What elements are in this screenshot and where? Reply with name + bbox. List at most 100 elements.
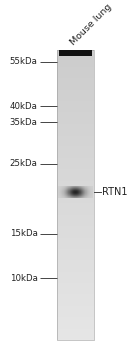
Bar xyxy=(57,161,94,162)
Bar xyxy=(57,157,94,158)
Bar xyxy=(57,94,94,95)
Bar xyxy=(57,275,94,276)
Bar xyxy=(57,173,94,174)
Bar xyxy=(57,219,94,220)
Bar xyxy=(57,189,94,190)
Bar xyxy=(57,114,94,115)
Bar xyxy=(57,57,94,58)
Bar xyxy=(57,257,94,258)
Bar xyxy=(57,254,94,256)
Bar xyxy=(57,295,94,296)
Bar xyxy=(57,327,94,328)
Bar xyxy=(57,289,94,290)
Bar xyxy=(57,234,94,235)
Bar xyxy=(57,307,94,308)
Bar xyxy=(57,177,94,178)
Bar xyxy=(57,264,94,265)
Bar xyxy=(57,211,94,212)
Bar xyxy=(57,105,94,106)
Bar xyxy=(57,315,94,316)
Bar xyxy=(57,149,94,150)
Bar xyxy=(57,62,94,63)
Bar xyxy=(57,272,94,273)
Bar xyxy=(57,66,94,67)
Bar xyxy=(57,134,94,135)
Bar xyxy=(57,163,94,164)
Bar xyxy=(57,248,94,250)
Bar xyxy=(57,230,94,231)
Bar xyxy=(57,122,94,123)
Bar xyxy=(57,284,94,285)
Bar xyxy=(57,237,94,238)
Bar xyxy=(57,108,94,110)
Bar xyxy=(57,305,94,306)
Bar xyxy=(57,111,94,112)
Bar xyxy=(57,199,94,200)
Bar xyxy=(57,148,94,149)
Bar xyxy=(57,208,94,209)
Bar xyxy=(57,176,94,177)
Bar xyxy=(57,169,94,170)
Bar xyxy=(57,131,94,132)
Bar xyxy=(57,180,94,181)
Bar xyxy=(57,162,94,163)
Bar xyxy=(57,130,94,131)
Bar xyxy=(57,310,94,312)
Bar xyxy=(57,186,94,187)
Bar xyxy=(57,317,94,318)
Bar xyxy=(57,76,94,77)
Bar xyxy=(57,320,94,321)
Bar xyxy=(57,262,94,263)
Bar xyxy=(57,267,94,268)
Bar xyxy=(57,72,94,73)
Bar xyxy=(57,334,94,335)
Bar xyxy=(57,106,94,107)
Bar xyxy=(57,225,94,226)
Bar xyxy=(57,164,94,166)
Bar xyxy=(57,93,94,94)
Bar xyxy=(57,294,94,295)
Bar xyxy=(57,340,94,341)
Bar xyxy=(57,322,94,323)
Bar xyxy=(57,197,94,198)
Bar xyxy=(57,119,94,120)
Bar xyxy=(57,59,94,60)
Bar xyxy=(57,265,94,266)
Bar xyxy=(57,75,94,76)
Bar xyxy=(57,291,94,292)
Bar xyxy=(57,299,94,300)
Bar xyxy=(57,120,94,121)
Text: RTN1: RTN1 xyxy=(102,187,128,197)
Bar xyxy=(57,300,94,301)
Bar xyxy=(57,201,94,202)
Bar xyxy=(57,309,94,310)
Bar xyxy=(57,298,94,299)
Bar xyxy=(57,63,94,64)
Bar xyxy=(57,167,94,168)
Bar xyxy=(57,319,94,320)
Bar xyxy=(57,281,94,282)
Bar xyxy=(57,330,94,331)
Bar xyxy=(57,185,94,186)
Bar xyxy=(57,102,94,103)
Bar xyxy=(57,193,94,194)
Bar xyxy=(57,206,94,207)
Bar xyxy=(57,285,94,286)
Bar xyxy=(57,232,94,233)
Bar xyxy=(57,99,94,100)
Bar xyxy=(57,141,94,142)
Bar xyxy=(57,58,94,59)
Bar xyxy=(57,126,94,127)
Text: 40kDa: 40kDa xyxy=(10,102,38,111)
Bar xyxy=(57,182,94,183)
Text: 10kDa: 10kDa xyxy=(10,274,38,283)
Bar xyxy=(57,233,94,234)
Bar xyxy=(57,158,94,159)
Bar xyxy=(57,260,94,261)
Bar xyxy=(57,229,94,230)
Bar xyxy=(57,274,94,275)
Bar xyxy=(57,196,94,197)
Bar xyxy=(57,135,94,137)
Bar xyxy=(57,146,94,147)
Bar xyxy=(57,187,94,188)
